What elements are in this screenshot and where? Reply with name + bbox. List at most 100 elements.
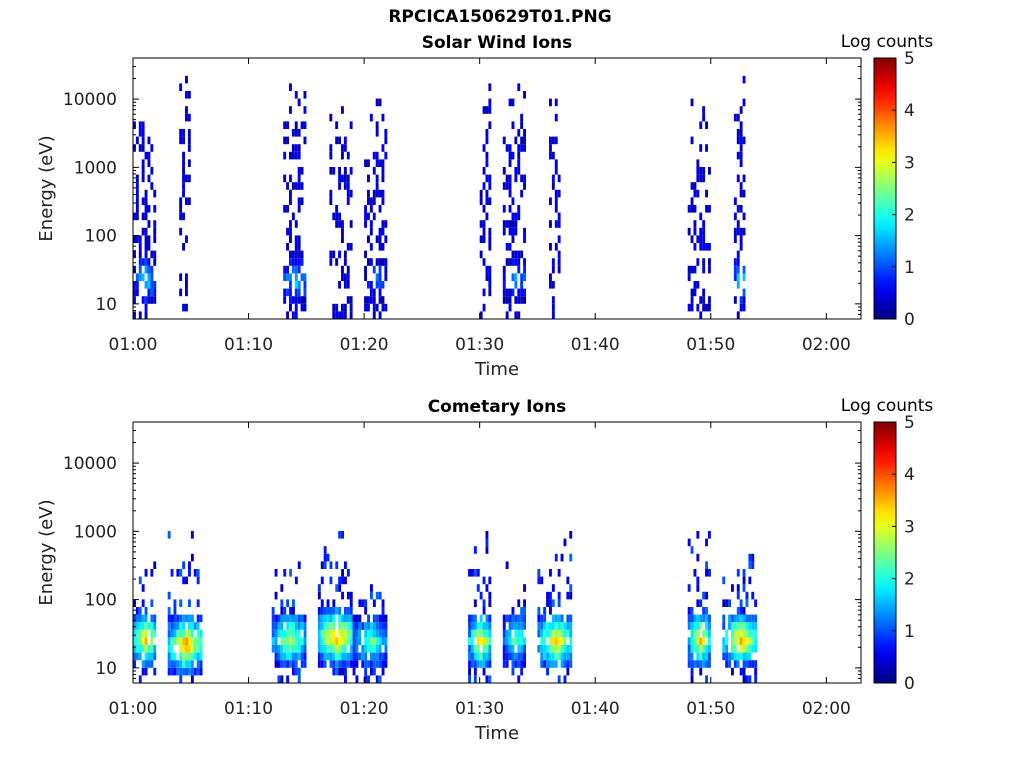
heatmap-cell bbox=[346, 265, 350, 274]
heatmap-cell bbox=[303, 273, 307, 281]
heatmap-cell bbox=[690, 667, 694, 676]
heatmap-cell bbox=[517, 250, 521, 259]
heatmap-cell bbox=[341, 622, 344, 630]
heatmap-cell bbox=[473, 675, 477, 683]
heatmap-cell bbox=[185, 281, 188, 289]
heatmap-cell bbox=[338, 220, 341, 228]
heatmap-cell bbox=[705, 561, 708, 569]
heatmap-cell bbox=[736, 622, 740, 630]
heatmap-cell bbox=[326, 553, 330, 562]
heatmap-cell bbox=[566, 629, 570, 638]
heatmap-cell bbox=[286, 614, 290, 623]
heatmap-cell bbox=[745, 660, 749, 668]
colorbar-tick-label: 3 bbox=[904, 517, 915, 537]
heatmap-cell bbox=[699, 614, 703, 623]
heatmap-cell bbox=[690, 645, 694, 653]
heatmap-cell bbox=[471, 622, 474, 630]
heatmap-cell bbox=[748, 576, 752, 585]
heatmap-cell bbox=[343, 273, 347, 281]
heatmap-cell bbox=[280, 645, 284, 653]
heatmap-cell bbox=[739, 667, 743, 676]
heatmap-cell bbox=[294, 645, 298, 653]
heatmap-cell bbox=[502, 220, 506, 228]
heatmap-cell bbox=[523, 637, 526, 645]
heatmap-cell bbox=[372, 265, 376, 274]
heatmap-cell bbox=[303, 629, 307, 638]
heatmap-cell bbox=[341, 273, 344, 281]
heatmap-cell bbox=[153, 667, 157, 676]
heatmap-cell bbox=[557, 212, 561, 221]
heatmap-cell bbox=[341, 311, 344, 319]
heatmap-cell bbox=[303, 652, 307, 661]
heatmap-cell bbox=[150, 144, 154, 152]
heatmap-cell bbox=[739, 243, 743, 251]
heatmap-cell bbox=[173, 622, 177, 630]
heatmap-cell bbox=[150, 629, 154, 638]
heatmap-cell bbox=[135, 273, 139, 281]
heatmap-cell bbox=[705, 243, 708, 251]
heatmap-cell bbox=[320, 622, 324, 630]
heatmap-cell bbox=[170, 622, 174, 630]
heatmap-cell bbox=[748, 614, 752, 623]
heatmap-cell bbox=[341, 576, 344, 585]
heatmap-cell bbox=[733, 622, 737, 630]
heatmap-cell bbox=[557, 629, 561, 638]
heatmap-cell bbox=[196, 660, 200, 668]
heatmap-cell bbox=[133, 622, 136, 630]
heatmap-cell bbox=[344, 667, 347, 676]
heatmap-cell bbox=[485, 622, 489, 630]
heatmap-cell bbox=[196, 645, 200, 653]
heatmap-cell bbox=[745, 591, 749, 600]
heatmap-cell bbox=[286, 675, 290, 683]
heatmap-cell bbox=[182, 167, 185, 175]
heatmap-cell bbox=[297, 129, 301, 137]
heatmap-cell bbox=[702, 265, 706, 274]
heatmap-cell bbox=[338, 174, 341, 183]
heatmap-cell bbox=[560, 622, 564, 630]
heatmap-cell bbox=[170, 614, 174, 623]
heatmap-cell bbox=[520, 637, 524, 645]
heatmap-cell bbox=[523, 652, 526, 661]
heatmap-cell bbox=[196, 576, 200, 585]
heatmap-cell bbox=[303, 303, 307, 312]
heatmap-cell bbox=[745, 637, 749, 645]
heatmap-cell bbox=[303, 637, 307, 645]
heatmap-cell bbox=[349, 629, 353, 638]
heatmap-cell bbox=[326, 629, 330, 638]
heatmap-cell bbox=[341, 591, 344, 600]
heatmap-cell bbox=[320, 561, 324, 569]
heatmap-cell bbox=[384, 258, 388, 266]
heatmap-cell bbox=[523, 182, 526, 190]
heatmap-cell bbox=[294, 144, 298, 152]
heatmap-cell bbox=[488, 121, 492, 129]
heatmap-cell bbox=[557, 591, 561, 600]
heatmap-cell bbox=[338, 182, 341, 190]
heatmap-cell bbox=[335, 607, 339, 615]
heatmap-cell bbox=[754, 614, 758, 623]
heatmap-cell bbox=[349, 637, 353, 645]
y-tick-label: 100 bbox=[85, 227, 117, 247]
heatmap-cell bbox=[378, 189, 382, 198]
heatmap-cell bbox=[289, 660, 292, 668]
heatmap-cell bbox=[702, 660, 706, 668]
heatmap-cell bbox=[323, 607, 327, 615]
heatmap-cell bbox=[147, 258, 151, 266]
heatmap-cell bbox=[141, 584, 145, 592]
heatmap-cell bbox=[196, 629, 200, 638]
heatmap-cell bbox=[514, 629, 518, 638]
heatmap-cell bbox=[144, 189, 148, 198]
heatmap-cell bbox=[303, 136, 307, 145]
heatmap-cell bbox=[176, 622, 180, 630]
heatmap-cell bbox=[144, 197, 148, 205]
heatmap-cell bbox=[563, 652, 567, 661]
heatmap-cell bbox=[150, 660, 154, 668]
heatmap-cell bbox=[153, 622, 157, 630]
heatmap-cell bbox=[742, 569, 746, 577]
heatmap-cell bbox=[167, 637, 171, 645]
heatmap-cell bbox=[291, 212, 295, 221]
heatmap-cell bbox=[179, 83, 183, 91]
heatmap-cell bbox=[364, 303, 367, 312]
heatmap-cell bbox=[141, 159, 145, 167]
heatmap-cell bbox=[317, 637, 321, 645]
